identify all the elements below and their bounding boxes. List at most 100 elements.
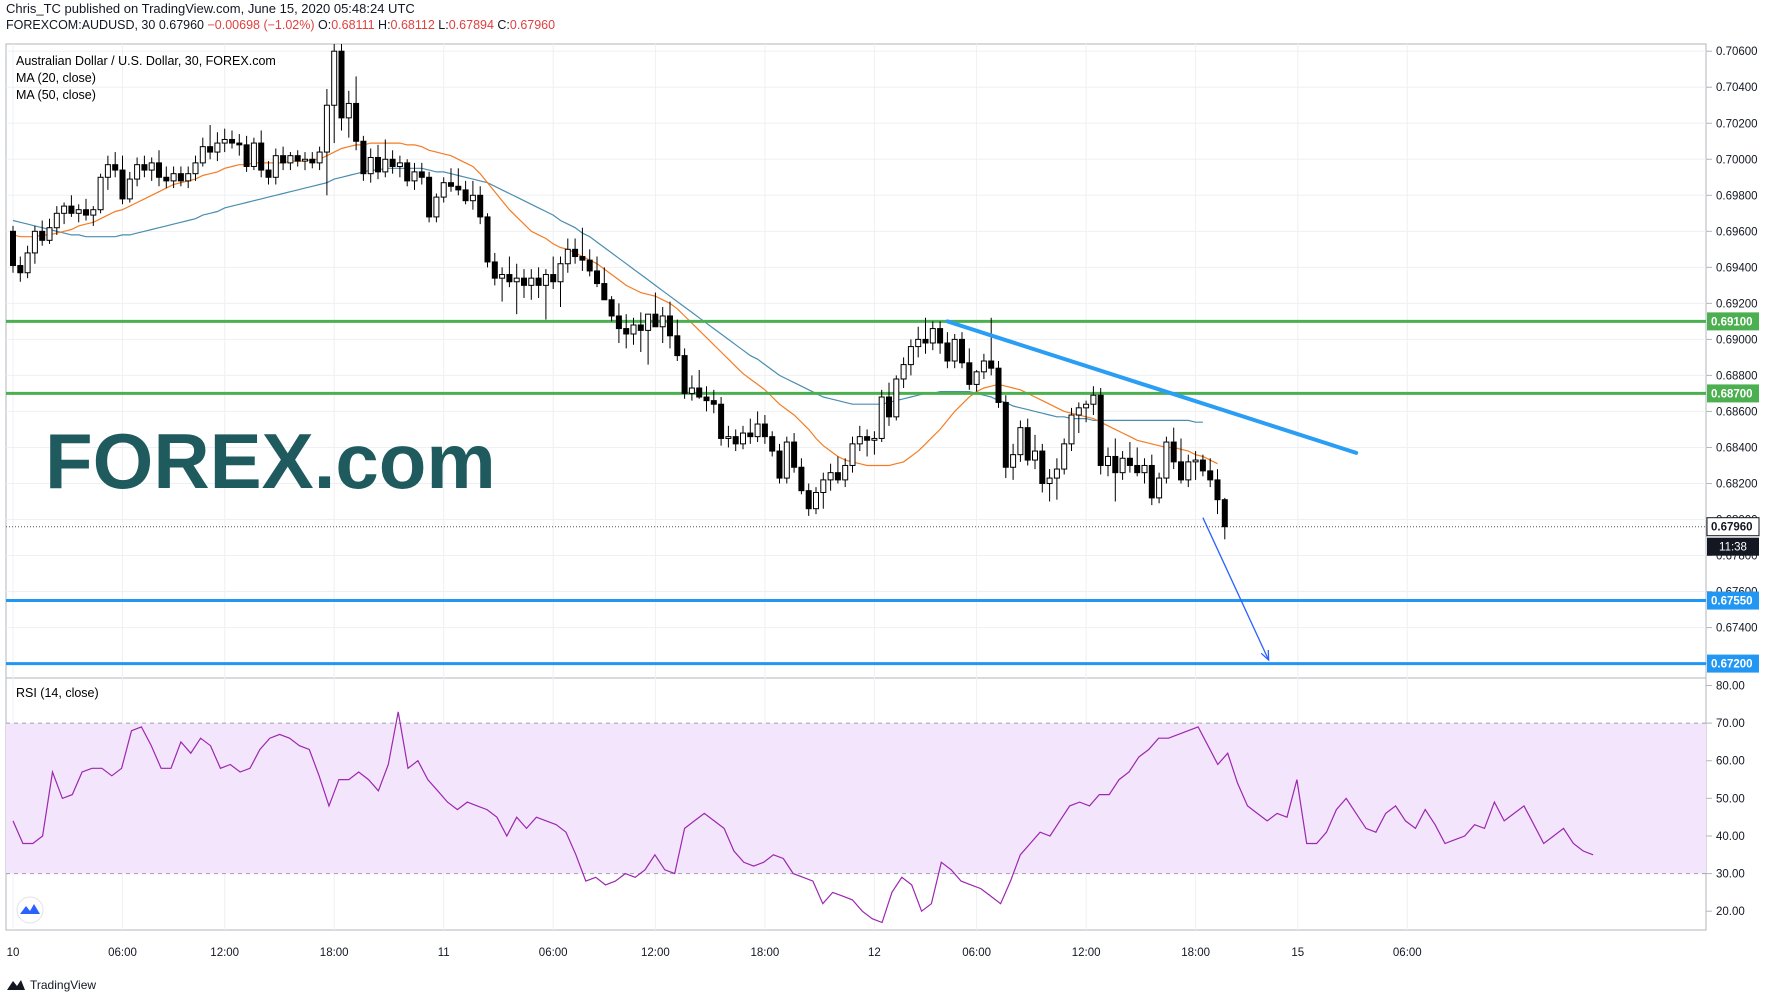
candle-up [1017,427,1024,456]
price-tick-label: 0.69600 [1716,226,1758,238]
candle-down [1024,427,1031,461]
candle-down [207,146,214,153]
candle-up [1075,407,1082,416]
candle-down [375,156,381,173]
candle-down [769,436,776,452]
candle-up [1010,454,1017,468]
price-tag-box [1707,591,1759,610]
candle-up [302,158,308,162]
candle-up [630,324,637,335]
time-axis[interactable]: 10 06:00 12:00 18:00 11 06:00 12:00 18:00 12 06:0… [7,947,1422,959]
price-tag-box [1707,312,1759,331]
candle-up [382,158,389,173]
candle-down [10,230,16,267]
time-tick-label: 06:00 [108,947,137,959]
forex-logo: FOREX.com [45,417,496,505]
low-label: L: [438,18,449,32]
candle-down [572,248,579,258]
candle-down [1112,455,1119,474]
horizontal-levels[interactable] [6,319,1706,666]
candle-down [156,162,162,178]
candle-down [455,185,462,191]
projection-arrow-head [1260,649,1270,662]
candle-up [813,491,819,510]
candle-down [944,342,951,362]
candle-down [1207,470,1214,481]
candle-up [513,277,520,283]
rsi-tick-label: 80.00 [1716,681,1745,693]
candle-down [418,171,425,178]
candle-up [856,436,863,445]
candle-up [323,104,330,153]
candle-up [411,171,418,182]
candle-up [272,155,279,178]
price-tick-label: 0.68800 [1716,370,1758,382]
candle-up [1185,461,1192,481]
price-axis[interactable]: 0.70600 0.70400 0.70200 0.70000 0.69800 0.696… [1706,46,1758,671]
candle-up [31,230,38,254]
candle-up [740,432,746,445]
candle-up [557,263,564,283]
candle-up [849,443,856,466]
trend-drawings[interactable] [945,319,1359,662]
candle-up [973,371,980,385]
candle-down [1134,464,1141,474]
candle-up [1192,459,1199,463]
candle-down [477,194,484,218]
rsi-legend: RSI (14, close) [16,686,99,700]
low-value: 0.67894 [448,18,494,32]
candle-down [718,403,725,439]
candle-up [499,274,506,279]
tradingview-logo-icon [7,980,25,990]
candle-down [937,328,944,344]
rsi-tick-label: 70.00 [1716,718,1745,730]
rsi-tick-label: 40.00 [1716,831,1745,843]
time-tick-label: 06:00 [539,947,568,959]
candles [10,44,1228,540]
price-tick-label: 0.70200 [1716,118,1758,130]
candle-down [747,432,754,438]
rsi-axis[interactable]: 80.00 70.00 60.00 50.00 40.00 30.00 20.00 [1706,681,1745,919]
candle-down [484,216,491,263]
candle-up [221,138,228,144]
candle-up [688,387,695,394]
candle-down [732,436,739,445]
time-tick-label: 12:00 [1072,947,1101,959]
candle-down [594,270,600,285]
candle-down [1126,457,1133,466]
high-label: H: [378,18,391,32]
candle-up [645,313,652,331]
candle-up [24,252,31,274]
rsi-tick-label: 50.00 [1716,793,1745,805]
candle-down [17,265,24,274]
price-tag-box [1707,384,1759,403]
tradingview-badge-icon[interactable] [16,896,44,924]
candle-down [608,299,615,317]
candle-up [97,176,104,211]
candle-up [1163,441,1170,479]
price-tag-label: 0.69100 [1711,316,1753,328]
candle-up [1046,477,1053,484]
candle-up [827,472,834,481]
candle-up [564,248,571,265]
candle-down [703,396,710,402]
candle-down [652,313,659,328]
candle-up [528,277,535,286]
candle-up [61,205,68,214]
candle-up [929,328,936,344]
candle-up [1053,468,1060,479]
rsi-tick-label: 20.00 [1716,906,1745,918]
candle-up [1119,457,1126,474]
candle-up [367,156,374,175]
candle-up [126,178,133,200]
candle-up [287,155,294,164]
candle-up [1141,464,1148,474]
candle-up [1068,414,1075,445]
candle-down [462,189,469,202]
rsi-band-fill [6,723,1706,874]
close-value: 0.67960 [509,18,556,32]
candle-up [148,162,155,171]
open-label: O: [318,18,332,32]
candle-down [550,274,557,283]
